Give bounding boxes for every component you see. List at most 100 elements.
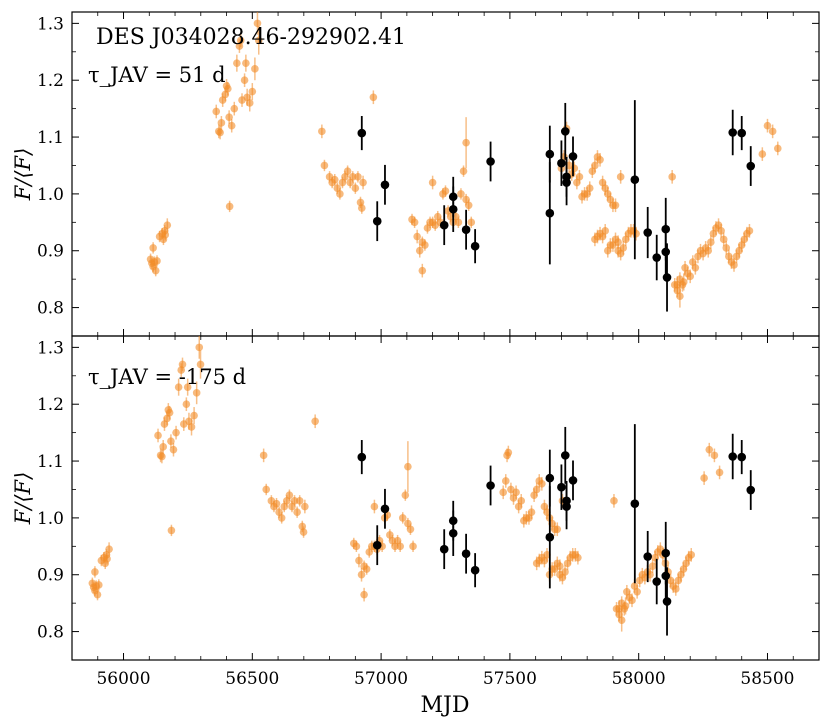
data-marker <box>94 581 103 589</box>
orange-data-point <box>172 425 180 440</box>
orange-data-point <box>217 116 226 130</box>
orange-data-point <box>768 124 777 139</box>
data-marker <box>486 481 495 490</box>
data-marker <box>441 187 450 195</box>
data-marker <box>404 462 412 471</box>
orange-data-point <box>357 202 366 214</box>
data-marker <box>355 556 363 565</box>
data-marker <box>439 220 449 230</box>
y-tick-label: 1.2 <box>37 395 64 415</box>
orange-data-point <box>352 540 361 552</box>
black-data-point <box>662 567 672 636</box>
orange-data-point <box>254 26 263 55</box>
data-marker <box>557 482 566 492</box>
data-marker <box>661 247 671 257</box>
data-marker <box>196 360 205 369</box>
data-marker <box>165 408 174 417</box>
data-marker <box>538 479 546 488</box>
orange-data-point <box>512 485 520 500</box>
orange-data-point <box>621 597 630 615</box>
orange-data-point <box>428 175 437 190</box>
black-data-point <box>448 510 458 556</box>
orange-data-point <box>196 350 205 379</box>
orange-data-point <box>676 284 684 308</box>
orange-data-point <box>161 229 170 241</box>
data-marker <box>343 167 352 175</box>
orange-data-point <box>459 165 468 177</box>
top-panel-ticks: 0.8 0.9 1.0 1.1 1.2 1.3 <box>37 12 820 337</box>
orange-data-point <box>410 216 419 228</box>
data-marker <box>746 161 756 171</box>
orange-data-point <box>763 118 772 133</box>
orange-data-point <box>149 242 157 254</box>
orange-data-point <box>151 264 160 277</box>
orange-data-point <box>301 499 309 514</box>
orange-data-point <box>543 548 551 562</box>
data-marker <box>396 542 404 551</box>
orange-data-point <box>499 485 507 500</box>
black-data-point <box>728 433 738 480</box>
orange-data-point <box>687 548 696 562</box>
data-marker <box>448 204 458 214</box>
bottom-ylabel: F/⟨F⟩ <box>11 472 35 526</box>
black-data-point <box>560 102 570 160</box>
data-marker <box>372 216 382 226</box>
data-marker <box>285 491 294 499</box>
x-tick-label: 57000 <box>354 669 408 689</box>
data-marker <box>517 497 526 505</box>
orange-data-point <box>272 498 281 510</box>
orange-data-point <box>359 175 367 190</box>
orange-data-point <box>182 397 191 412</box>
orange-data-point <box>705 442 714 457</box>
black-data-point <box>737 116 747 151</box>
data-marker <box>253 19 262 28</box>
data-marker <box>369 93 378 102</box>
data-marker <box>687 551 696 559</box>
data-marker <box>662 273 672 282</box>
data-marker <box>459 167 468 175</box>
data-marker <box>174 383 183 391</box>
y-tick-label: 0.8 <box>37 623 64 643</box>
orange-data-point <box>441 185 450 197</box>
data-marker <box>362 565 371 573</box>
orange-data-point <box>248 83 257 101</box>
x-tick-label: 56500 <box>225 669 279 689</box>
data-marker <box>737 452 747 462</box>
data-marker <box>151 266 160 275</box>
data-marker <box>527 508 536 517</box>
y-tick-label: 1.1 <box>37 128 64 148</box>
data-marker <box>504 448 513 457</box>
black-data-point <box>448 186 458 232</box>
y-tick-label: 1.1 <box>37 452 64 472</box>
orange-data-point <box>679 273 688 291</box>
data-marker <box>553 525 562 534</box>
black-data-point <box>372 525 382 566</box>
data-marker <box>728 128 738 137</box>
orange-data-point <box>527 505 536 520</box>
data-marker <box>212 107 221 116</box>
data-marker <box>428 178 437 187</box>
data-marker <box>195 343 204 352</box>
data-marker <box>737 128 747 138</box>
black-data-point <box>560 426 570 484</box>
data-marker <box>633 587 641 596</box>
data-marker <box>254 36 263 45</box>
black-data-point <box>652 234 662 281</box>
data-marker <box>330 175 339 184</box>
data-marker <box>183 383 192 391</box>
data-marker <box>224 84 232 93</box>
orange-data-point <box>418 263 427 278</box>
orange-data-point <box>103 553 111 565</box>
data-marker <box>153 257 161 265</box>
orange-data-point <box>236 33 245 48</box>
data-marker <box>628 596 636 605</box>
data-marker <box>227 121 236 130</box>
data-marker <box>610 497 618 505</box>
black-data-point <box>470 229 480 264</box>
orange-data-point <box>187 418 196 436</box>
data-marker <box>652 577 662 586</box>
data-marker <box>248 87 257 96</box>
orange-data-point <box>336 188 344 200</box>
data-marker <box>190 411 198 420</box>
data-marker <box>560 127 570 136</box>
